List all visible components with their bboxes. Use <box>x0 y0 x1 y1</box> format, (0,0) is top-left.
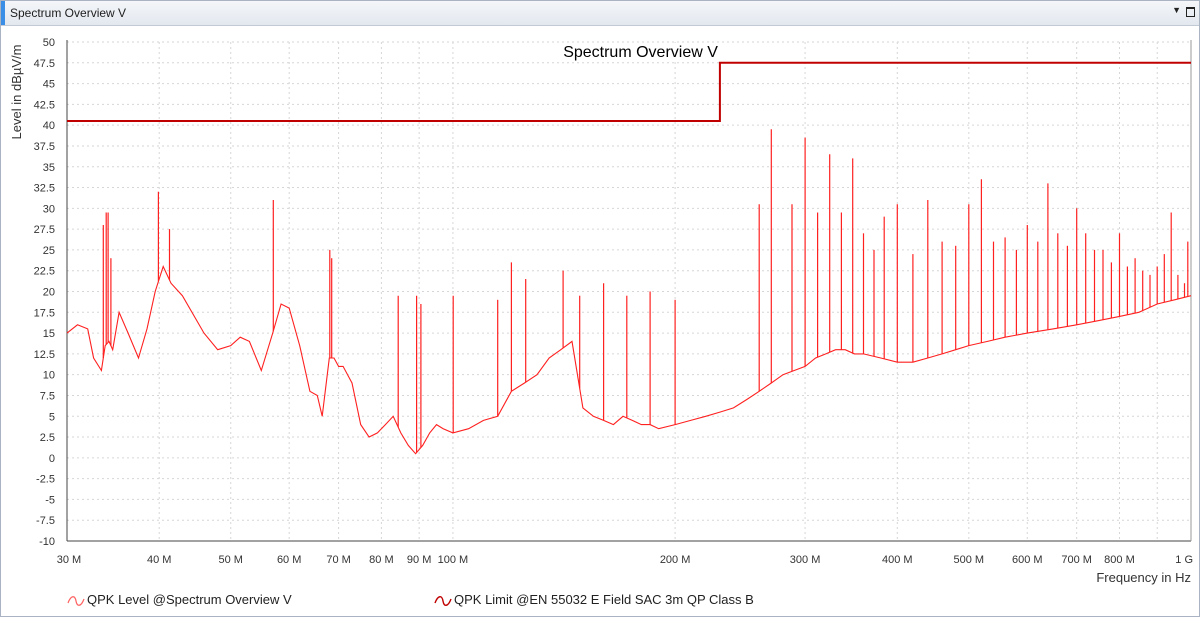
maximize-button[interactable] <box>1186 7 1195 17</box>
x-tick-labels: 30 M 40 M 50 M 60 M 70 M 80 M 90 M 100 M 200 M 30… <box>57 554 1193 566</box>
window-title: Spectrum Overview V <box>10 6 127 20</box>
x-tick-label: 90 M <box>407 554 431 566</box>
title-accent-bar <box>1 1 5 25</box>
x-tick-label: 200 M <box>660 554 691 566</box>
y-tick-label: 27.5 <box>34 224 55 236</box>
qpk-level-line <box>66 264 1192 455</box>
x-tick-label: 80 M <box>369 554 393 566</box>
legend-line-icon <box>434 596 452 606</box>
y-tick-label: 37.5 <box>34 141 55 153</box>
legend-label-qpk-level: QPK Level @Spectrum Overview V <box>87 592 292 607</box>
y-tick-label: 10 <box>43 370 55 382</box>
y-tick-label: -7.5 <box>36 515 55 527</box>
qpk-limit-line <box>67 61 1191 122</box>
y-tick-label: 42.5 <box>34 99 55 111</box>
y-tick-labels: -10 -7.5 -5 -2.5 0 2.5 5 7.5 10 12.5 15 17.5 20 22.5 2… <box>34 37 55 548</box>
chart-legend: QPK Level @Spectrum Overview V QPK Limit… <box>1 589 1199 613</box>
x-tick-label: 700 M <box>1061 554 1092 566</box>
x-tick-label: 70 M <box>326 554 350 566</box>
x-tick-label: 600 M <box>1012 554 1043 566</box>
y-tick-label: 30 <box>43 203 55 215</box>
series-qpk-limit <box>67 61 1191 122</box>
x-tick-label: 400 M <box>882 554 913 566</box>
chart-title: Spectrum Overview V <box>563 44 718 61</box>
y-tick-label: 5 <box>49 411 55 423</box>
x-tick-label: 100 M <box>438 554 469 566</box>
y-tick-label: 17.5 <box>34 307 55 319</box>
window-menu-button[interactable]: ▼ <box>1172 5 1181 15</box>
x-tick-label: 800 M <box>1104 554 1135 566</box>
y-tick-label: 15 <box>43 328 55 340</box>
y-tick-label: 50 <box>43 37 55 49</box>
y-tick-label: 20 <box>43 287 55 299</box>
y-tick-label: 22.5 <box>34 266 55 278</box>
y-tick-label: 2.5 <box>40 432 55 444</box>
x-tick-label: 40 M <box>147 554 171 566</box>
x-tick-label: 50 M <box>219 554 243 566</box>
legend-item-qpk-level[interactable]: QPK Level @Spectrum Overview V <box>67 592 292 607</box>
spectrum-chart: -10 -7.5 -5 -2.5 0 2.5 5 7.5 10 12.5 15 17.5 20 22.5 2… <box>9 37 1193 585</box>
chart-grid <box>66 41 1192 542</box>
x-tick-label: 300 M <box>790 554 821 566</box>
y-tick-label: 12.5 <box>34 349 55 361</box>
y-tick-label: -10 <box>39 536 55 548</box>
y-tick-label: 45 <box>43 79 55 91</box>
x-tick-label: 60 M <box>277 554 301 566</box>
series-qpk-level <box>66 129 1192 455</box>
x-tick-label: 1 G <box>1175 554 1193 566</box>
y-tick-label: 0 <box>49 453 55 465</box>
x-axis-label: Frequency in Hz <box>1096 570 1191 585</box>
legend-item-qpk-limit[interactable]: QPK Limit @EN 55032 E Field SAC 3m QP Cl… <box>434 592 754 607</box>
y-tick-label: 47.5 <box>34 58 55 70</box>
y-tick-label: -2.5 <box>36 474 55 486</box>
y-tick-label: 32.5 <box>34 183 55 195</box>
y-axis-label: Level in dBµV/m <box>9 45 24 140</box>
y-tick-label: 35 <box>43 162 55 174</box>
x-tick-label: 500 M <box>954 554 985 566</box>
chart-title-background <box>539 43 720 61</box>
y-tick-label: -5 <box>45 494 55 506</box>
legend-label-qpk-limit: QPK Limit @EN 55032 E Field SAC 3m QP Cl… <box>454 592 754 607</box>
legend-line-icon <box>67 596 85 606</box>
x-tick-label: 30 M <box>57 554 81 566</box>
y-tick-label: 7.5 <box>40 390 55 402</box>
window-titlebar: Spectrum Overview V ▼ <box>1 1 1199 26</box>
y-tick-label: 40 <box>43 120 55 132</box>
y-tick-label: 25 <box>43 245 55 257</box>
plot-frame <box>66 40 1192 542</box>
